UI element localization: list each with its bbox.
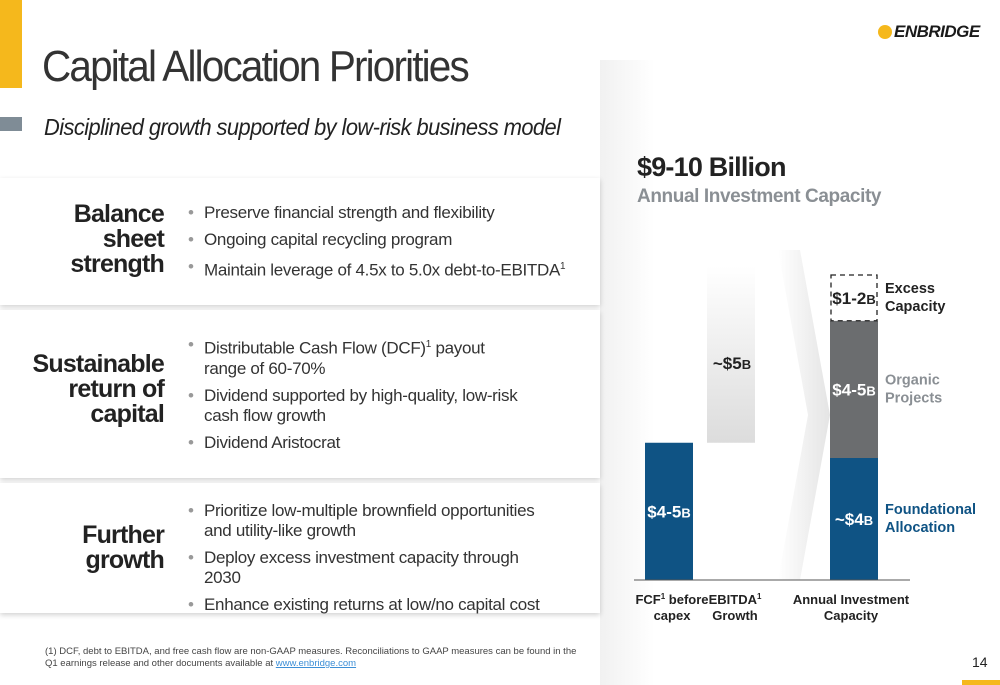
bullet-list: Distributable Cash Flow (DCF)1 payout ra… bbox=[188, 335, 528, 460]
chart-subtitle: Annual Investment Capacity bbox=[637, 186, 882, 207]
bullet-text: Distributable Cash Flow (DCF) bbox=[204, 338, 426, 358]
bullet-item: Ongoing capital recycling program bbox=[188, 230, 565, 250]
bullet-item: Enhance existing returns at low/no capit… bbox=[188, 595, 558, 615]
accent-bar bbox=[0, 0, 22, 88]
bullet-text: Enhance existing returns at low/no capit… bbox=[204, 595, 540, 614]
bullet-item: Dividend Aristocrat bbox=[188, 433, 528, 453]
heading-line: sheet bbox=[102, 225, 165, 253]
footnote: (1) DCF, debt to EBITDA, and free cash f… bbox=[45, 646, 576, 670]
page-number: 14 bbox=[972, 654, 988, 670]
bullet-text: Deploy excess investment capacity throug… bbox=[204, 548, 519, 587]
bullet-item: Prioritize low-multiple brownfield oppor… bbox=[188, 501, 558, 541]
corner-ribbon bbox=[962, 680, 1000, 685]
bullet-item: Deploy excess investment capacity throug… bbox=[188, 548, 558, 588]
heading-line: strength bbox=[70, 250, 164, 278]
page-title: Capital Allocation Priorities bbox=[42, 42, 470, 91]
priority-heading: Balance sheet strength bbox=[70, 202, 164, 277]
enbridge-logo-icon bbox=[878, 25, 892, 39]
heading-line: Balance bbox=[73, 200, 165, 228]
bullet-item: Preserve financial strength and flexibil… bbox=[188, 203, 565, 223]
heading-line: capital bbox=[90, 400, 164, 428]
footnote-line-2: Q1 earnings release and other documents … bbox=[45, 658, 576, 670]
enbridge-link[interactable]: www.enbridge.com bbox=[275, 658, 357, 669]
footnote-line: (1) DCF, debt to EBITDA, and free cash f… bbox=[45, 646, 577, 657]
priority-return-of-capital: Sustainable return of capital Distributa… bbox=[0, 310, 600, 478]
enbridge-logo: ENBRIDGE bbox=[878, 22, 980, 42]
footnote-text: Q1 earnings release and other documents … bbox=[45, 658, 276, 669]
subtitle-marker bbox=[0, 117, 22, 131]
bullet-item: Dividend supported by high-quality, low-… bbox=[188, 386, 528, 426]
bullet-text: Ongoing capital recycling program bbox=[204, 230, 453, 249]
logo-text: ENBRIDGE bbox=[894, 22, 980, 41]
heading-line: Further bbox=[82, 521, 165, 549]
priority-heading: Further growth bbox=[82, 521, 165, 574]
bullet-list: Preserve financial strength and flexibil… bbox=[188, 203, 566, 288]
heading-line: return of bbox=[68, 375, 164, 403]
bullet-list: Prioritize low-multiple brownfield oppor… bbox=[188, 501, 558, 622]
bullet-text: Dividend Aristocrat bbox=[204, 432, 341, 452]
bullet-text: Maintain leverage of 4.5x to 5.0x debt-t… bbox=[204, 260, 561, 280]
bullet-text: Preserve financial strength and flexibil… bbox=[204, 203, 495, 222]
bullet-item: Maintain leverage of 4.5x to 5.0x debt-t… bbox=[188, 257, 566, 281]
priority-further-growth: Further growth Prioritize low-multiple b… bbox=[0, 483, 600, 615]
footnote-ref: 1 bbox=[425, 339, 432, 350]
heading-line: growth bbox=[85, 546, 164, 574]
chart-title: $9-10 Billion bbox=[637, 152, 786, 182]
footnote-ref: 1 bbox=[560, 261, 566, 272]
priority-heading: Sustainable return of capital bbox=[32, 352, 164, 427]
page-subtitle: Disciplined growth supported by low-risk… bbox=[44, 114, 561, 140]
heading-line: Sustainable bbox=[32, 350, 164, 378]
bullet-text-tail: payout range of 60-70% bbox=[204, 338, 485, 378]
priority-balance-sheet: Balance sheet strength Preserve financia… bbox=[0, 178, 600, 305]
bullet-item: Distributable Cash Flow (DCF)1 payout ra… bbox=[188, 335, 528, 379]
bullet-text: Prioritize low-multiple brownfield oppor… bbox=[204, 501, 535, 540]
bullet-text: Dividend supported by high-quality, low-… bbox=[204, 385, 518, 425]
